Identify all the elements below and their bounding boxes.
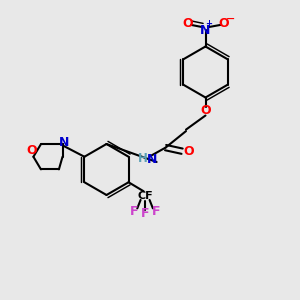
Text: O: O bbox=[219, 17, 230, 30]
Text: F: F bbox=[152, 205, 161, 218]
Text: CF: CF bbox=[137, 191, 153, 201]
Text: N: N bbox=[58, 136, 69, 149]
Text: O: O bbox=[183, 145, 194, 158]
Text: F: F bbox=[141, 207, 149, 220]
Text: O: O bbox=[183, 17, 194, 30]
Text: +: + bbox=[206, 19, 213, 28]
Text: N: N bbox=[147, 153, 158, 166]
Text: N: N bbox=[200, 23, 211, 37]
Text: O: O bbox=[200, 103, 211, 117]
Text: −: − bbox=[226, 14, 236, 24]
Text: O: O bbox=[26, 144, 37, 157]
Text: H: H bbox=[138, 152, 147, 166]
Text: F: F bbox=[129, 205, 138, 218]
